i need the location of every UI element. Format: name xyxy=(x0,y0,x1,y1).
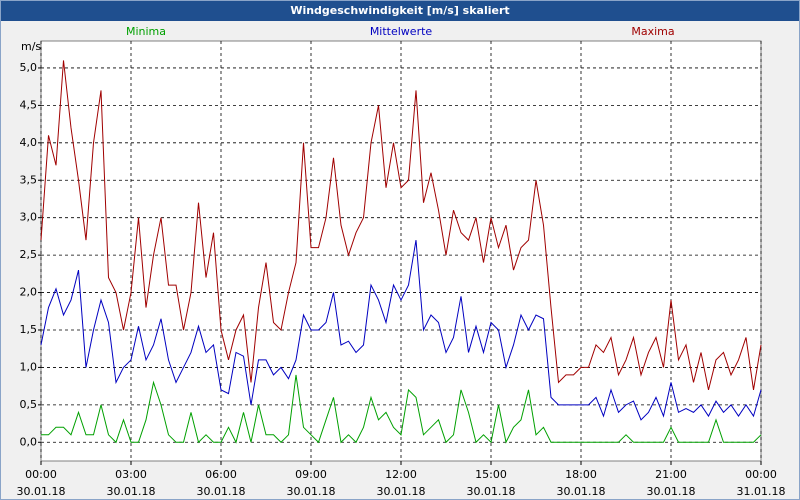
x-tick-label: 03:00 30.01.18 xyxy=(106,468,156,498)
y-tick-label: 2,0 xyxy=(20,286,38,299)
y-tick-label: 5,0 xyxy=(20,61,38,74)
legend-entry: Maxima xyxy=(631,25,674,38)
x-tick-label: 21:00 30.01.18 xyxy=(646,468,696,498)
legend-entry: Mittelwerte xyxy=(370,25,433,38)
legend-entry: Minima xyxy=(126,25,166,38)
y-tick-label: 4,5 xyxy=(20,98,38,111)
x-tick-label: 09:00 30.01.18 xyxy=(286,468,336,498)
x-tick-label: 06:00 30.01.18 xyxy=(196,468,246,498)
title-bar: Windgeschwindigkeit [m/s] skaliert xyxy=(1,1,799,21)
series-line xyxy=(41,374,762,444)
y-tick-label: 0,0 xyxy=(20,435,38,448)
y-axis-label: m/s xyxy=(21,40,41,53)
x-tick-label: 15:00 30.01.18 xyxy=(466,468,516,498)
x-tick-label: 18:00 30.01.18 xyxy=(556,468,606,498)
series-line xyxy=(40,240,762,421)
y-tick-label: 1,0 xyxy=(20,360,38,373)
x-tick-label: 12:00 30.01.18 xyxy=(376,468,426,498)
y-tick-label: 3,5 xyxy=(20,173,38,186)
y-tick-label: 2,5 xyxy=(20,248,38,261)
x-tick-label: 00:00 31.01.18 xyxy=(736,468,786,498)
y-tick-label: 3,0 xyxy=(20,211,38,224)
y-tick-label: 4,0 xyxy=(20,136,38,149)
series-line xyxy=(40,60,762,390)
y-tick-label: 0,5 xyxy=(20,398,38,411)
y-tick-label: 1,5 xyxy=(20,323,38,336)
x-tick-label: 00:00 30.01.18 xyxy=(16,468,66,498)
